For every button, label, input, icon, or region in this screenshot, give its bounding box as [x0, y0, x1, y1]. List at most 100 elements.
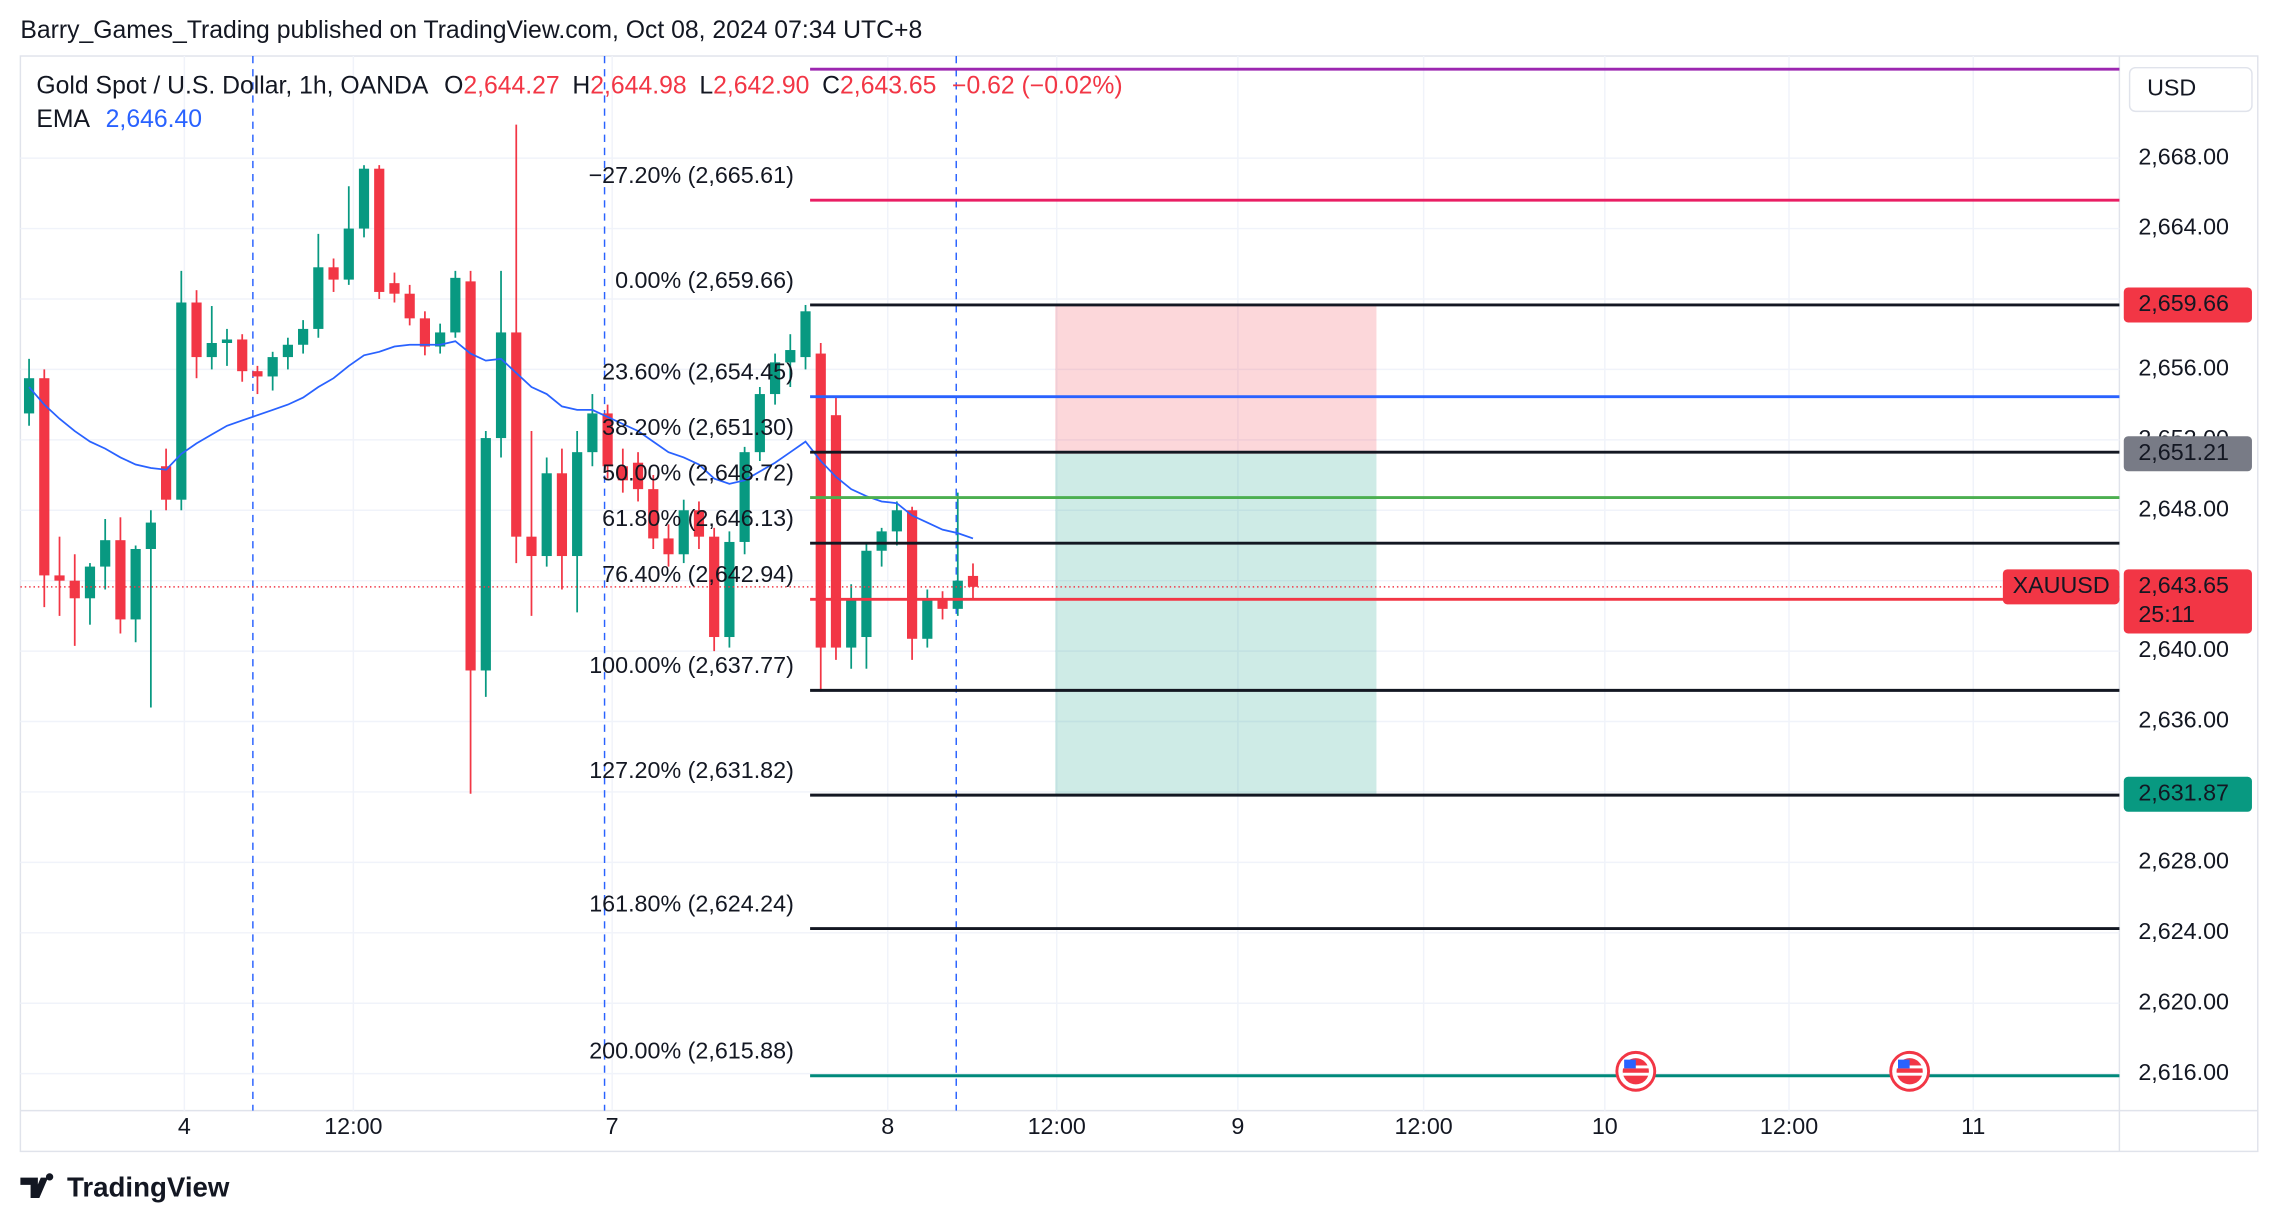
candle-body	[754, 394, 765, 453]
legend-title: Gold Spot / U.S. Dollar, 1h, OANDA	[36, 72, 429, 99]
candle-body	[267, 357, 278, 377]
price-badge-label: 2,643.65	[2138, 572, 2229, 598]
candle-body	[358, 168, 370, 229]
fib-label: −27.20% (2,665.61)	[589, 162, 794, 188]
candle-body	[298, 328, 309, 345]
candle-body	[846, 598, 857, 648]
y-tick-label: 2,616.00	[2138, 1059, 2229, 1085]
candle-body	[769, 362, 781, 395]
candle-body	[282, 344, 293, 358]
candle-body	[632, 462, 644, 490]
candle-body	[176, 302, 187, 500]
x-tick-label: 4	[178, 1113, 191, 1139]
candle-body	[145, 522, 156, 549]
candle-body	[54, 575, 65, 581]
y-tick-label: 2,636.00	[2138, 707, 2229, 733]
candle-body	[450, 277, 461, 333]
candle-body	[663, 538, 674, 555]
publisher: Barry_Games_Trading published on Trading…	[20, 17, 922, 44]
candle-body	[876, 531, 887, 551]
brand-logo	[20, 1173, 54, 1199]
candle-body	[541, 473, 552, 557]
candle-body	[343, 228, 354, 280]
candle-body	[160, 466, 172, 500]
candle-body	[130, 548, 141, 620]
candle-body	[785, 350, 796, 363]
event-flag	[1615, 1050, 1657, 1092]
price-badge-label: 2,631.87	[2138, 779, 2229, 805]
fib-label: 0.00% (2,659.66)	[615, 267, 794, 293]
currency-button[interactable]	[2128, 66, 2253, 113]
legend-change: −0.62 (−0.02%)	[952, 72, 1123, 99]
candle-body	[678, 510, 689, 555]
ema-legend: EMA 2,646.40	[36, 106, 202, 133]
candle-body	[374, 168, 385, 292]
fib-label: 127.20% (2,631.82)	[589, 757, 794, 783]
fib-label: 200.00% (2,615.88)	[589, 1038, 794, 1064]
ema-value: 2,646.40	[106, 106, 202, 133]
ema-line	[28, 340, 974, 540]
countdown: 25:11	[2138, 601, 2195, 627]
legend-h: H	[572, 72, 590, 99]
x-tick-label: 7	[606, 1113, 619, 1139]
candle-body	[237, 339, 248, 372]
ema-name: EMA	[36, 106, 90, 133]
candle-body	[69, 580, 80, 599]
candle-body	[739, 452, 750, 542]
candle-body	[495, 332, 507, 439]
plot: −27.20% (2,665.61) 0.00% (2,659.66) 23.60%…	[20, 56, 2120, 1111]
fib-label: 38.20% (2,651.30)	[602, 414, 794, 440]
candle-body	[404, 293, 415, 319]
fib-label: 61.80% (2,646.13)	[602, 505, 794, 531]
fib-label: 100.00% (2,637.77)	[589, 652, 794, 678]
x-tick-label: 12:00	[1028, 1113, 1086, 1139]
candle-body	[221, 339, 233, 344]
candle-body	[587, 413, 598, 453]
legend-low: 2,642.90	[713, 72, 809, 99]
y-tick-label: 2,640.00	[2138, 636, 2229, 662]
candle-body	[39, 378, 50, 576]
candle-body	[891, 510, 902, 532]
candle-body	[511, 332, 522, 537]
candle-body	[389, 283, 400, 294]
legend-c: C	[822, 72, 840, 99]
candle-body	[465, 281, 476, 671]
price-badge	[2123, 776, 2252, 812]
candle-body	[526, 536, 537, 557]
price-badge-label: 2,659.66	[2138, 290, 2229, 316]
candle-body	[861, 550, 872, 638]
candle-body	[724, 541, 735, 638]
candle-body	[709, 536, 720, 638]
candle-body	[206, 343, 217, 358]
stop-zone	[1055, 304, 1377, 454]
candle-body	[830, 415, 842, 648]
price-badge	[2123, 569, 2252, 634]
y-tick-label: 2,628.00	[2138, 848, 2229, 874]
candle-body	[328, 267, 339, 280]
y-tick-label: 2,620.00	[2138, 988, 2229, 1014]
candle-body	[115, 540, 126, 620]
candle-body	[815, 353, 826, 648]
legend-o: O	[444, 72, 463, 99]
chart-frame	[19, 55, 2259, 1153]
legend-open: 2,644.27	[463, 72, 559, 99]
event-flag	[1889, 1050, 1931, 1092]
candle-body	[23, 378, 35, 414]
x-tick-label: 10	[1592, 1113, 1618, 1139]
y-tick-label: 2,668.00	[2138, 143, 2229, 169]
candle-body	[906, 510, 918, 639]
x-tick-label: 11	[1961, 1113, 1985, 1139]
candle-body	[693, 510, 705, 537]
fib-label: 23.60% (2,654.45)	[602, 359, 794, 385]
price-badge	[2123, 287, 2252, 323]
y-tick-label: 2,648.00	[2138, 495, 2229, 521]
currency[interactable]: USD	[2147, 75, 2196, 101]
x-tick-label: 9	[1231, 1113, 1244, 1139]
candle-body	[937, 598, 948, 609]
candle-body	[922, 598, 933, 639]
candle-body	[572, 452, 583, 557]
candle-body	[602, 413, 613, 467]
x-tick-label: 8	[881, 1113, 894, 1139]
price-badge	[2123, 436, 2252, 472]
